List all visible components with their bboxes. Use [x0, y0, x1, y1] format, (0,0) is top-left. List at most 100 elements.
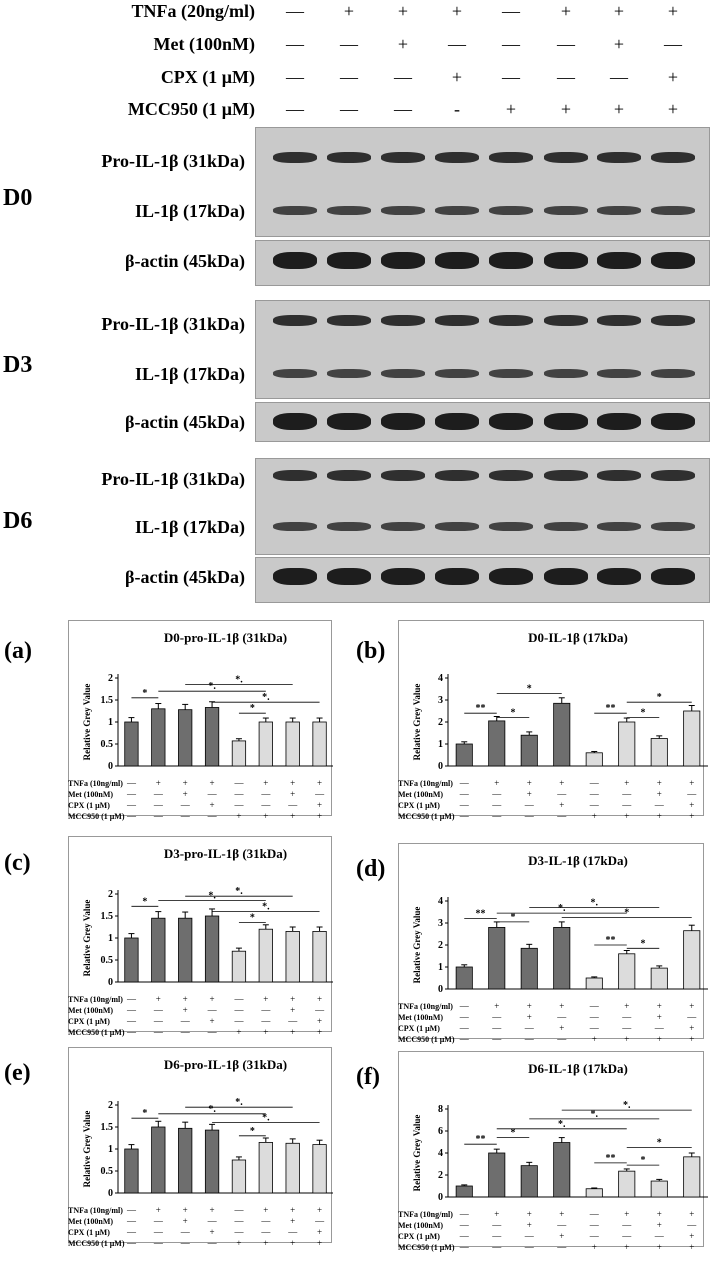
treatment-sign: — [153, 789, 164, 799]
blot-band [544, 368, 588, 378]
panel-letter: (a) [4, 638, 32, 664]
treatment-sign: + [290, 811, 295, 821]
blot-band [597, 368, 641, 378]
blot-band [435, 412, 479, 430]
y-tick-label: 0 [108, 761, 113, 772]
blot-band [544, 469, 588, 481]
blot-band [489, 368, 533, 378]
y-tick-label: 0.5 [101, 739, 114, 750]
treatment-sign: — [126, 789, 137, 799]
bar [231, 740, 247, 767]
treatment-sign: — [260, 1016, 271, 1026]
treatment-sign: — [126, 778, 137, 788]
blot-band [544, 251, 588, 269]
treatment-sign: — [524, 1231, 535, 1241]
blot-image-actin [255, 402, 710, 442]
treatment-sign: — [233, 1016, 244, 1026]
treatment-sign: — [153, 1216, 164, 1226]
treatment-sign: — [233, 1216, 244, 1226]
treatment-sign: — [287, 1227, 298, 1237]
treatment-sign: + [559, 1209, 564, 1219]
treatment-sign: + [317, 1016, 322, 1026]
blot-band [273, 368, 317, 378]
treatment-sign: + [183, 1005, 188, 1015]
treatment-sign: — [621, 789, 632, 799]
treatment-sign: — [556, 1034, 567, 1044]
blot-band [597, 412, 641, 430]
band-label: β-actin (45kDa) [125, 567, 245, 587]
treatment-label: Met (100nM) [398, 1221, 443, 1230]
treatment-label: MCC950 (1 μM) [68, 1239, 125, 1248]
treatment-sign: + [624, 1034, 629, 1044]
header-sign: + [667, 1, 679, 21]
treatment-sign: + [290, 994, 295, 1004]
treatment-sign: + [156, 778, 161, 788]
treatment-sign: + [210, 1205, 215, 1215]
treatment-sign: — [491, 1242, 502, 1252]
treatment-sign: — [491, 1034, 502, 1044]
significance-label: * [142, 688, 147, 699]
bar [520, 734, 538, 767]
treatment-sign: + [263, 1238, 268, 1248]
panel-letter: (f) [356, 1064, 380, 1090]
blot-band [273, 567, 317, 585]
treatment-sign: — [126, 1005, 137, 1015]
bar [312, 721, 327, 767]
treatment-sign: + [290, 1216, 295, 1226]
treatment-sign: + [689, 1231, 694, 1241]
treatment-sign: + [290, 1027, 295, 1037]
header-row-label: CPX (1 μM) [160, 67, 255, 87]
treatment-sign: + [210, 778, 215, 788]
blot-image-actin [255, 240, 710, 286]
treatment-sign: + [156, 994, 161, 1004]
day-label: D3 [3, 352, 33, 378]
y-tick-label: 1.5 [101, 911, 114, 922]
treatment-sign: — [207, 789, 218, 799]
treatment-sign: + [317, 1227, 322, 1237]
bar [650, 967, 668, 990]
significance-label: * [527, 683, 532, 694]
header-sign: — [664, 34, 682, 54]
bar [683, 1156, 701, 1198]
treatment-sign: + [559, 778, 564, 788]
treatment-sign: — [459, 811, 470, 821]
bar [618, 721, 636, 767]
treatment-sign: + [527, 789, 532, 799]
blot-band [327, 314, 371, 326]
header-sign: + [667, 67, 679, 87]
treatment-sign: — [233, 1205, 244, 1215]
bar [285, 931, 300, 983]
y-tick-label: 0 [108, 1188, 113, 1199]
y-tick-label: 0.5 [101, 955, 114, 966]
header-sign: — [557, 34, 575, 54]
treatment-sign: + [527, 1001, 532, 1011]
header-sign: — [286, 1, 304, 21]
bar-chart: D3-IL-1β (17kDa) Relative Grey Value 0 1 2 3 4… [398, 853, 708, 1044]
bar [553, 702, 571, 767]
blot-band [435, 314, 479, 326]
significance-label: ** [606, 1153, 616, 1164]
treatment-sign: + [657, 1001, 662, 1011]
header-sign: — [557, 67, 575, 87]
significance-label: *. [558, 903, 566, 914]
bar [488, 1152, 506, 1198]
treatment-sign: — [524, 1242, 535, 1252]
chart-title: D3-IL-1β (17kDa) [528, 853, 628, 868]
treatment-sign: + [183, 994, 188, 1004]
blot-band [327, 205, 371, 215]
treatment-sign: + [183, 1205, 188, 1215]
header-row-label: MCC950 (1 μM) [127, 99, 255, 119]
band-label: IL-1β (17kDa) [135, 201, 245, 221]
blot-band [327, 412, 371, 430]
bar [312, 931, 327, 983]
treatment-sign: — [260, 1005, 271, 1015]
header-sign: — [610, 67, 628, 87]
chart-title: D0-pro-IL-1β (31kDa) [164, 630, 287, 645]
treatment-sign: + [657, 1209, 662, 1219]
blot-band [489, 314, 533, 326]
chart-panel [398, 1051, 704, 1247]
treatment-sign: + [290, 789, 295, 799]
panel-letter: (c) [4, 850, 31, 876]
treatment-sign: + [210, 994, 215, 1004]
bar [258, 1142, 273, 1194]
